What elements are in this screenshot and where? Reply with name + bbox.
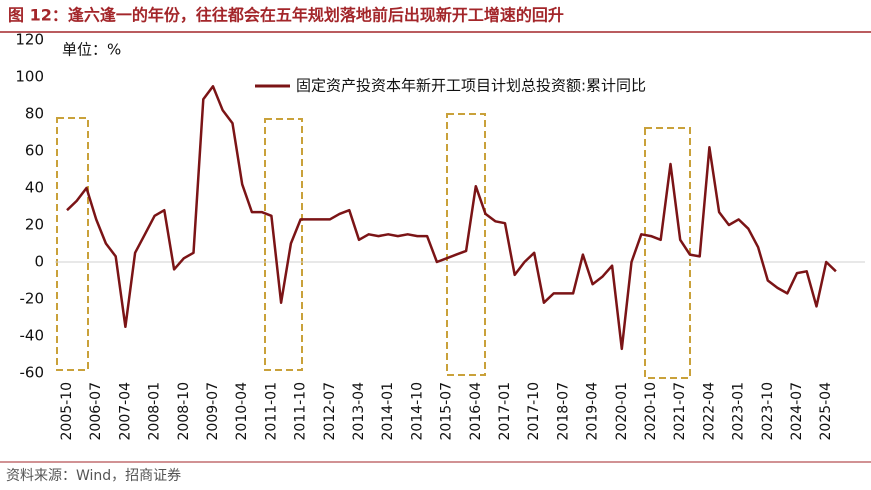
x-tick-label: 2020-01 bbox=[614, 382, 630, 441]
y-tick-label: -20 bbox=[20, 290, 45, 308]
source-note: 资料来源：Wind，招商证券 bbox=[6, 468, 181, 484]
y-tick-label: 80 bbox=[25, 105, 44, 123]
x-tick-label: 2011-10 bbox=[293, 382, 309, 441]
x-tick-label: 2023-10 bbox=[760, 382, 776, 441]
unit-label: 单位：% bbox=[62, 41, 121, 59]
highlight-box bbox=[264, 118, 303, 371]
y-tick-label: 100 bbox=[15, 68, 44, 86]
x-tick-label: 2005-10 bbox=[59, 382, 75, 441]
series-line bbox=[66, 85, 837, 351]
chart-title: 图 12：逢六逢一的年份，往往都会在五年规划落地前后出现新开工增速的回升 bbox=[8, 6, 564, 25]
legend-label: 固定资产投资本年新开工项目计划总投资额:累计同比 bbox=[296, 77, 646, 95]
x-tick-label: 2011-01 bbox=[263, 382, 279, 441]
x-tick-label: 2014-01 bbox=[380, 382, 396, 441]
y-tick-label: 20 bbox=[25, 216, 44, 234]
highlight-box bbox=[446, 113, 486, 376]
x-tick-label: 2015-07 bbox=[439, 382, 455, 441]
y-tick-label: 0 bbox=[34, 253, 44, 271]
x-tick-label: 2020-10 bbox=[643, 382, 659, 441]
x-tick-label: 2014-10 bbox=[409, 382, 425, 441]
x-tick-label: 2025-04 bbox=[818, 382, 834, 441]
x-tick-label: 2007-04 bbox=[117, 382, 133, 441]
y-tick-label: 60 bbox=[25, 142, 44, 160]
x-tick-label: 2017-10 bbox=[526, 382, 542, 441]
x-tick-label: 2006-07 bbox=[88, 382, 104, 441]
x-tick-label: 2009-07 bbox=[205, 382, 221, 441]
x-tick-label: 2024-07 bbox=[789, 382, 805, 441]
x-tick-label: 2017-01 bbox=[497, 382, 513, 441]
x-tick-label: 2018-07 bbox=[555, 382, 571, 441]
x-tick-label: 2012-07 bbox=[322, 382, 338, 441]
y-tick-label: 120 bbox=[15, 31, 44, 49]
x-tick-label: 2008-01 bbox=[147, 382, 163, 441]
x-tick-label: 2019-04 bbox=[585, 382, 601, 441]
x-tick-label: 2013-04 bbox=[351, 382, 367, 441]
highlight-box bbox=[644, 127, 691, 379]
highlight-box bbox=[56, 117, 89, 371]
x-tick-label: 2021-07 bbox=[672, 382, 688, 441]
y-tick-label: -60 bbox=[20, 364, 45, 382]
y-tick-label: -40 bbox=[20, 327, 45, 345]
y-tick-label: 40 bbox=[25, 179, 44, 197]
x-tick-label: 2022-04 bbox=[701, 382, 717, 441]
x-tick-label: 2010-04 bbox=[234, 382, 250, 441]
x-tick-label: 2008-10 bbox=[176, 382, 192, 441]
x-tick-label: 2016-04 bbox=[468, 382, 484, 441]
x-tick-label: 2023-01 bbox=[731, 382, 747, 441]
